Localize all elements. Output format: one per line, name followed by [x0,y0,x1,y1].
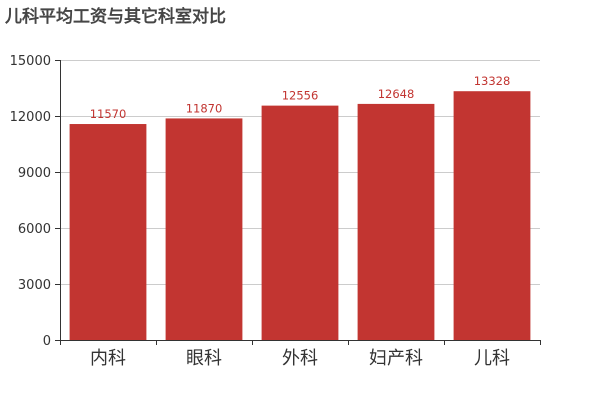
x-tick-label: 内科 [90,348,126,369]
y-tick-label: 0 [43,334,51,349]
x-tick-label: 妇产科 [369,348,423,369]
bar [261,105,339,340]
y-tick-label: 6000 [18,222,51,237]
data-label: 12556 [282,89,319,103]
chart-title: 儿科平均工资与其它科室对比 [5,7,226,27]
data-label: 11870 [186,101,223,115]
bar [357,103,435,341]
bar [165,118,243,340]
y-tick-label: 15000 [10,54,51,69]
y-tick-label: 3000 [18,278,51,293]
bar [453,91,531,340]
x-tick-label: 儿科 [474,348,510,369]
y-tick-label: 9000 [18,166,51,181]
data-label: 12648 [378,87,415,101]
bar [69,124,147,340]
x-tick-label: 眼科 [186,348,222,369]
y-tick-label: 12000 [10,110,51,125]
x-tick-label: 外科 [282,348,318,369]
data-label: 11570 [90,107,127,121]
data-label: 13328 [474,74,511,88]
